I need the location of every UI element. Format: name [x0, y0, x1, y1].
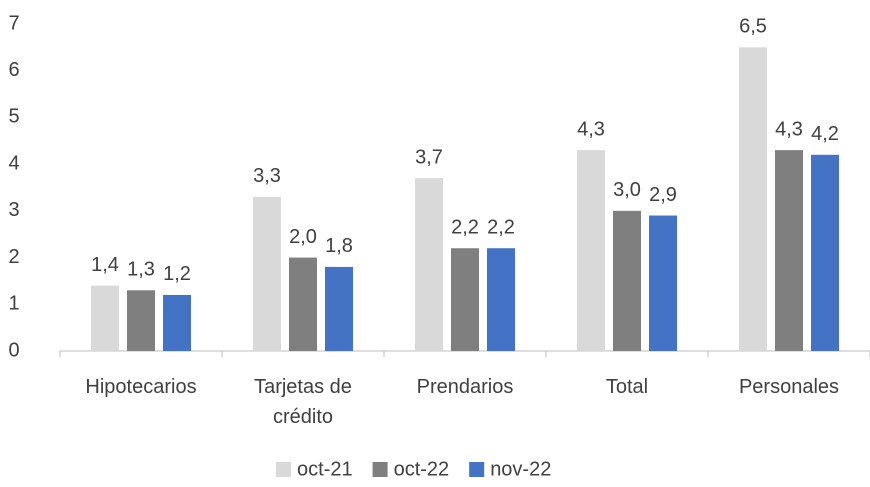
bar — [649, 215, 677, 351]
bar — [613, 210, 641, 351]
data-label: 2,9 — [649, 184, 677, 206]
legend-label: oct-22 — [394, 458, 450, 480]
bar — [253, 196, 281, 351]
bar — [775, 150, 803, 351]
bar — [91, 285, 119, 351]
y-tick-label: 5 — [8, 106, 19, 128]
y-tick-label: 3 — [8, 199, 19, 221]
y-tick-label: 6 — [8, 59, 19, 81]
x-tick-label: Total — [605, 376, 649, 398]
bar — [415, 178, 443, 351]
legend-swatch — [276, 462, 291, 477]
bar — [739, 47, 767, 351]
data-label: 4,3 — [577, 118, 605, 140]
bar — [289, 257, 317, 351]
x-tick-label: Personales — [738, 376, 840, 398]
y-tick-label: 0 — [8, 339, 19, 361]
x-tick-label: Hipotecarios — [85, 376, 197, 398]
y-tick-label: 1 — [8, 293, 19, 315]
bar — [163, 294, 191, 351]
data-label: 1,4 — [91, 254, 119, 276]
bar — [487, 248, 515, 351]
y-tick-label: 4 — [8, 152, 19, 174]
data-label: 3,3 — [253, 165, 281, 187]
legend-swatch — [372, 462, 388, 477]
data-label: 1,3 — [127, 259, 155, 281]
y-tick-label: 2 — [8, 246, 19, 268]
legend-label: nov-22 — [490, 458, 551, 480]
bar — [451, 248, 479, 351]
data-label: 2,2 — [487, 217, 515, 239]
data-label: 1,8 — [325, 235, 353, 257]
data-label: 3,0 — [613, 179, 641, 201]
legend-swatch — [469, 462, 485, 477]
y-tick-label: 7 — [8, 12, 19, 34]
data-label: 4,3 — [775, 118, 803, 140]
x-tick-label: Tarjetas de crédito — [254, 376, 352, 428]
data-label: 1,2 — [163, 263, 191, 285]
bar — [127, 290, 155, 351]
bar — [811, 154, 839, 351]
bar — [577, 150, 605, 351]
data-label: 2,0 — [289, 226, 317, 248]
data-label: 4,2 — [811, 123, 839, 145]
bar — [325, 266, 353, 351]
data-label: 6,5 — [739, 16, 767, 38]
data-label: 2,2 — [451, 217, 479, 239]
x-tick-label: Prendarios — [416, 376, 514, 398]
data-label: 3,7 — [415, 146, 443, 168]
legend-label: oct-21 — [297, 458, 353, 480]
